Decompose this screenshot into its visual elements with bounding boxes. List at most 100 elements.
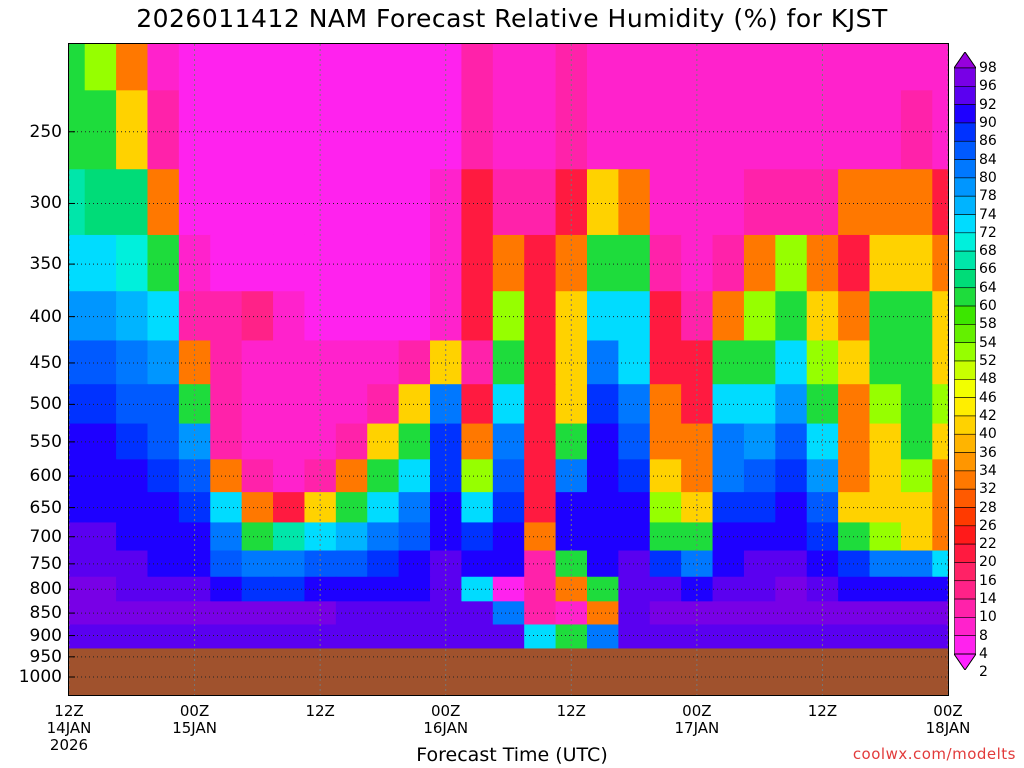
heatmap-cell [210,601,243,625]
heatmap-cell [618,423,651,460]
x-tick-label: 12Z 14JAN 2026 [46,702,92,754]
x-tick-label: 12Z [556,702,586,720]
colorbar-swatch [954,250,976,270]
heatmap-cell [618,169,651,236]
heatmap-cell [806,234,839,292]
heatmap-cell [555,44,588,91]
heatmap-cell [900,459,933,493]
heatmap-cell [775,234,808,292]
heatmap-cell [84,576,117,602]
heatmap-cell [932,90,948,170]
heatmap-cell [555,291,588,341]
heatmap-cell [932,550,948,578]
heatmap-cell [649,291,682,341]
y-tick-label: 250 [29,121,62,142]
y-tick-label: 900 [29,625,62,646]
heatmap-cell [241,234,274,292]
heatmap-cell [116,234,148,292]
heatmap-cell [398,624,431,649]
heatmap-cell [524,522,557,552]
heatmap-cell [712,169,745,236]
heatmap-cell [367,576,400,602]
heatmap-cell [712,624,745,649]
heatmap-cell [555,234,588,292]
heatmap-cell [492,340,525,385]
heatmap-cell [335,459,368,493]
heatmap-cell [335,522,368,552]
heatmap-cell [524,423,557,460]
x-tick-label: 12Z [807,702,838,720]
heatmap-cell [838,90,871,170]
heatmap-cell [335,90,368,170]
colorbar-label: 22 [979,536,997,553]
heatmap-cell [273,169,305,236]
heatmap-cell [932,169,948,236]
y-tick-label: 650 [29,497,62,518]
heatmap-cell [649,90,682,170]
heatmap-cell [69,44,86,91]
heatmap-cell [743,340,776,385]
colorbar-label: 96 [979,78,997,95]
y-tick-label: 600 [29,466,62,487]
heatmap-cell [430,291,462,341]
heatmap-cell [869,169,902,236]
colorbar-swatch [954,525,976,545]
colorbar-label: 16 [979,572,997,589]
heatmap-cell [492,550,525,578]
heatmap-cell [430,234,462,292]
colorbar-swatch [954,562,976,582]
heatmap-cell [84,44,117,91]
heatmap-cell [367,340,400,385]
heatmap-cell [147,90,180,170]
colorbar-label: 74 [979,206,997,223]
heatmap-cell [900,624,933,649]
colorbar-label: 68 [979,243,997,260]
heatmap-cell [618,601,651,625]
colorbar-swatch [954,470,976,490]
heatmap-cell [838,384,871,425]
heatmap-cell [743,169,776,236]
heatmap-cell [743,384,776,425]
heatmap-cell [555,522,588,552]
heatmap-cell [838,522,871,552]
heatmap-cell [116,90,148,170]
x-axis-title: Forecast Time (UTC) [416,744,608,766]
heatmap-cell [147,291,180,341]
colorbar-swatch [954,67,976,87]
heatmap-cell [681,291,714,341]
heatmap-cell [84,234,117,292]
heatmap-cell [147,44,180,91]
heatmap-cell [555,601,588,625]
heatmap-cell [586,44,619,91]
y-tick-label: 350 [29,254,62,275]
heatmap-cell [618,384,651,425]
heatmap-cell [84,601,117,625]
colorbar-swatch [954,488,976,508]
heatmap-cell [116,291,148,341]
heatmap-cell [147,423,180,460]
heatmap-cell [775,459,808,493]
heatmap-cell [116,340,148,385]
x-tick-label: 00Z 15JAN [172,702,217,737]
heatmap-cell [335,550,368,578]
y-tick-label: 950 [29,646,62,667]
heatmap-cell [84,522,117,552]
heatmap-cell [586,340,619,385]
heatmap-cell [492,576,525,602]
y-tick-label: 400 [29,306,62,327]
heatmap-cell [586,576,619,602]
heatmap-cell [492,601,525,625]
colorbar-swatch [954,452,976,472]
heatmap-cell [838,340,871,385]
colorbar-label: 98 [979,60,997,76]
heatmap-cell [932,384,948,425]
heatmap-cell [116,423,148,460]
heatmap-cell [775,44,808,91]
heatmap-cell [69,624,86,649]
y-tick-label: 300 [29,193,62,214]
colorbar-swatch [954,543,976,563]
colorbar-swatch [954,86,976,105]
heatmap-cell [84,492,117,523]
colorbar-label: 28 [979,499,997,516]
colorbar-label: 42 [979,407,997,424]
